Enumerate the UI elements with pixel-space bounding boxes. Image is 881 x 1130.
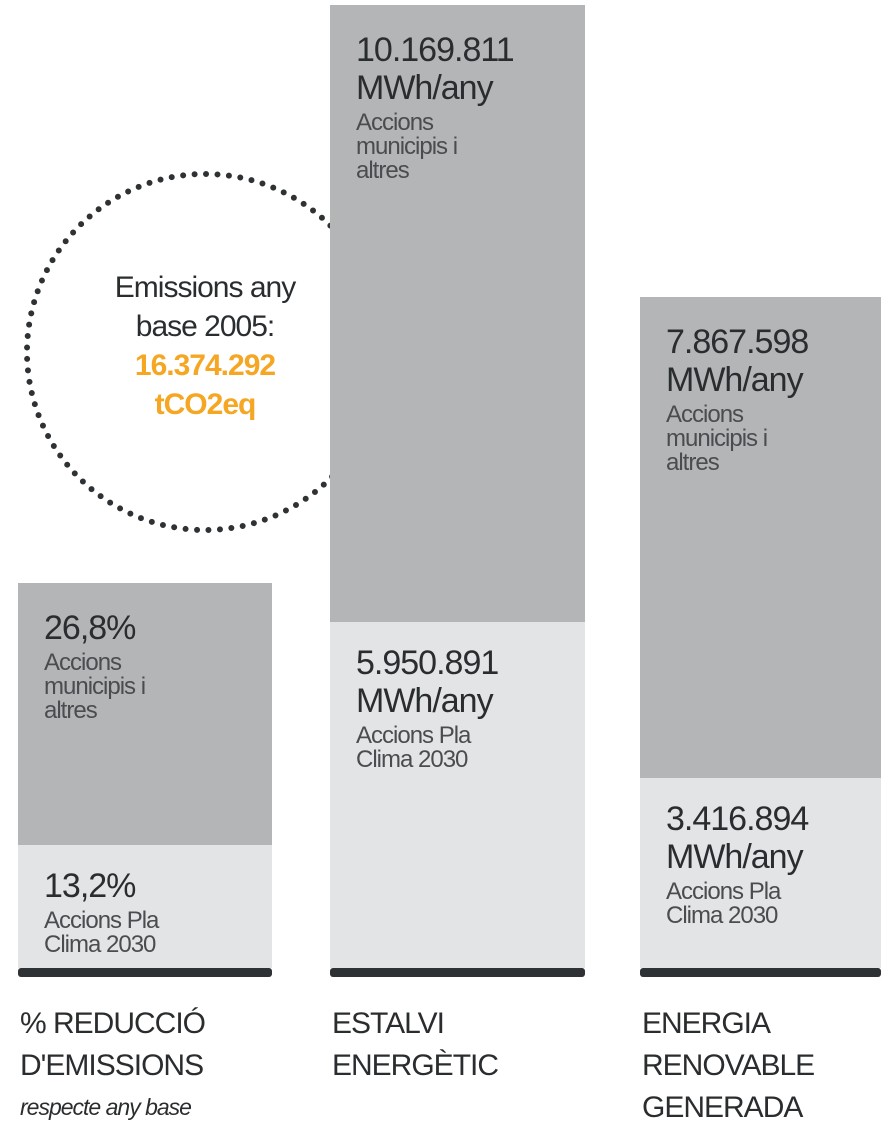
segment: 26,8% Accions municipis i altres [18,583,272,845]
column-title: % REDUCCIÓ D'EMISSIONS respecte any base [20,1003,206,1127]
column-subtitle: respecte any base [20,1094,192,1120]
label-line: Accions [44,649,122,676]
title-line: D'EMISSIONS [20,1049,204,1082]
segment-unit: MWh/any [666,361,804,399]
label-line: municipis i [666,425,768,452]
label-line: altres [44,697,98,724]
label-line: altres [666,449,720,476]
segment-label: Accions Pla Clima 2030 [356,724,585,772]
segment: 13,2% Accions Pla Clima 2030 [18,845,272,968]
segment: 10.169.811 MWh/any Accions municipis i altre… [330,5,585,622]
segment-unit: MWh/any [356,682,494,720]
segment: 7.867.598 MWh/any Accions municipis i altres [640,297,881,778]
segment-unit: MWh/any [666,838,804,876]
segment-label: Accions Pla Clima 2030 [44,909,272,957]
segment-label: Accions municipis i altres [356,111,585,183]
title-line: ESTALVI [332,1007,445,1040]
baseline [640,968,881,977]
circle-text: Emissions any base 2005: 16.374.292 tCO2… [60,268,350,424]
segment-label: Accions municipis i altres [666,403,881,475]
label-line: Accions Pla [356,722,471,749]
label-line: municipis i [356,133,458,160]
label-line: Clima 2030 [666,902,778,929]
circle-highlight: 16.374.292 [134,349,276,382]
segment-label: Accions municipis i altres [44,651,272,723]
title-line: GENERADA [642,1091,803,1124]
segment-value: 7.867.598 [666,323,809,361]
label-line: altres [356,157,410,184]
label-line: Accions Pla [44,907,159,934]
circle-line: Emissions any [114,271,296,304]
segment-value: 5.950.891 [356,644,499,682]
circle-line: base 2005: [135,310,275,343]
segment: 3.416.894 MWh/any Accions Pla Clima 2030 [640,778,881,968]
baseline [330,968,585,977]
title-line: ENERGÈTIC [332,1049,499,1082]
baseline [18,968,272,977]
segment-unit: MWh/any [356,69,494,107]
title-line: % REDUCCIÓ [20,1007,206,1040]
circle-highlight: tCO2eq [154,388,257,421]
segment-value: 3.416.894 [666,800,809,838]
label-line: Clima 2030 [44,931,156,958]
label-line: municipis i [44,673,146,700]
column-title: ESTALVI ENERGÈTIC [332,1003,499,1087]
label-line: Clima 2030 [356,746,468,773]
column-title: ENERGIA RENOVABLE GENERADA [642,1003,815,1129]
segment-value: 13,2% [44,867,136,905]
title-line: RENOVABLE [642,1049,815,1082]
segment-label: Accions Pla Clima 2030 [666,880,881,928]
segment: 5.950.891 MWh/any Accions Pla Clima 2030 [330,622,585,968]
segment-value: 26,8% [44,609,136,647]
label-line: Accions [666,401,744,428]
segment-value: 10.169.811 [356,31,515,69]
title-line: ENERGIA [642,1007,771,1040]
label-line: Accions [356,109,434,136]
label-line: Accions Pla [666,878,781,905]
